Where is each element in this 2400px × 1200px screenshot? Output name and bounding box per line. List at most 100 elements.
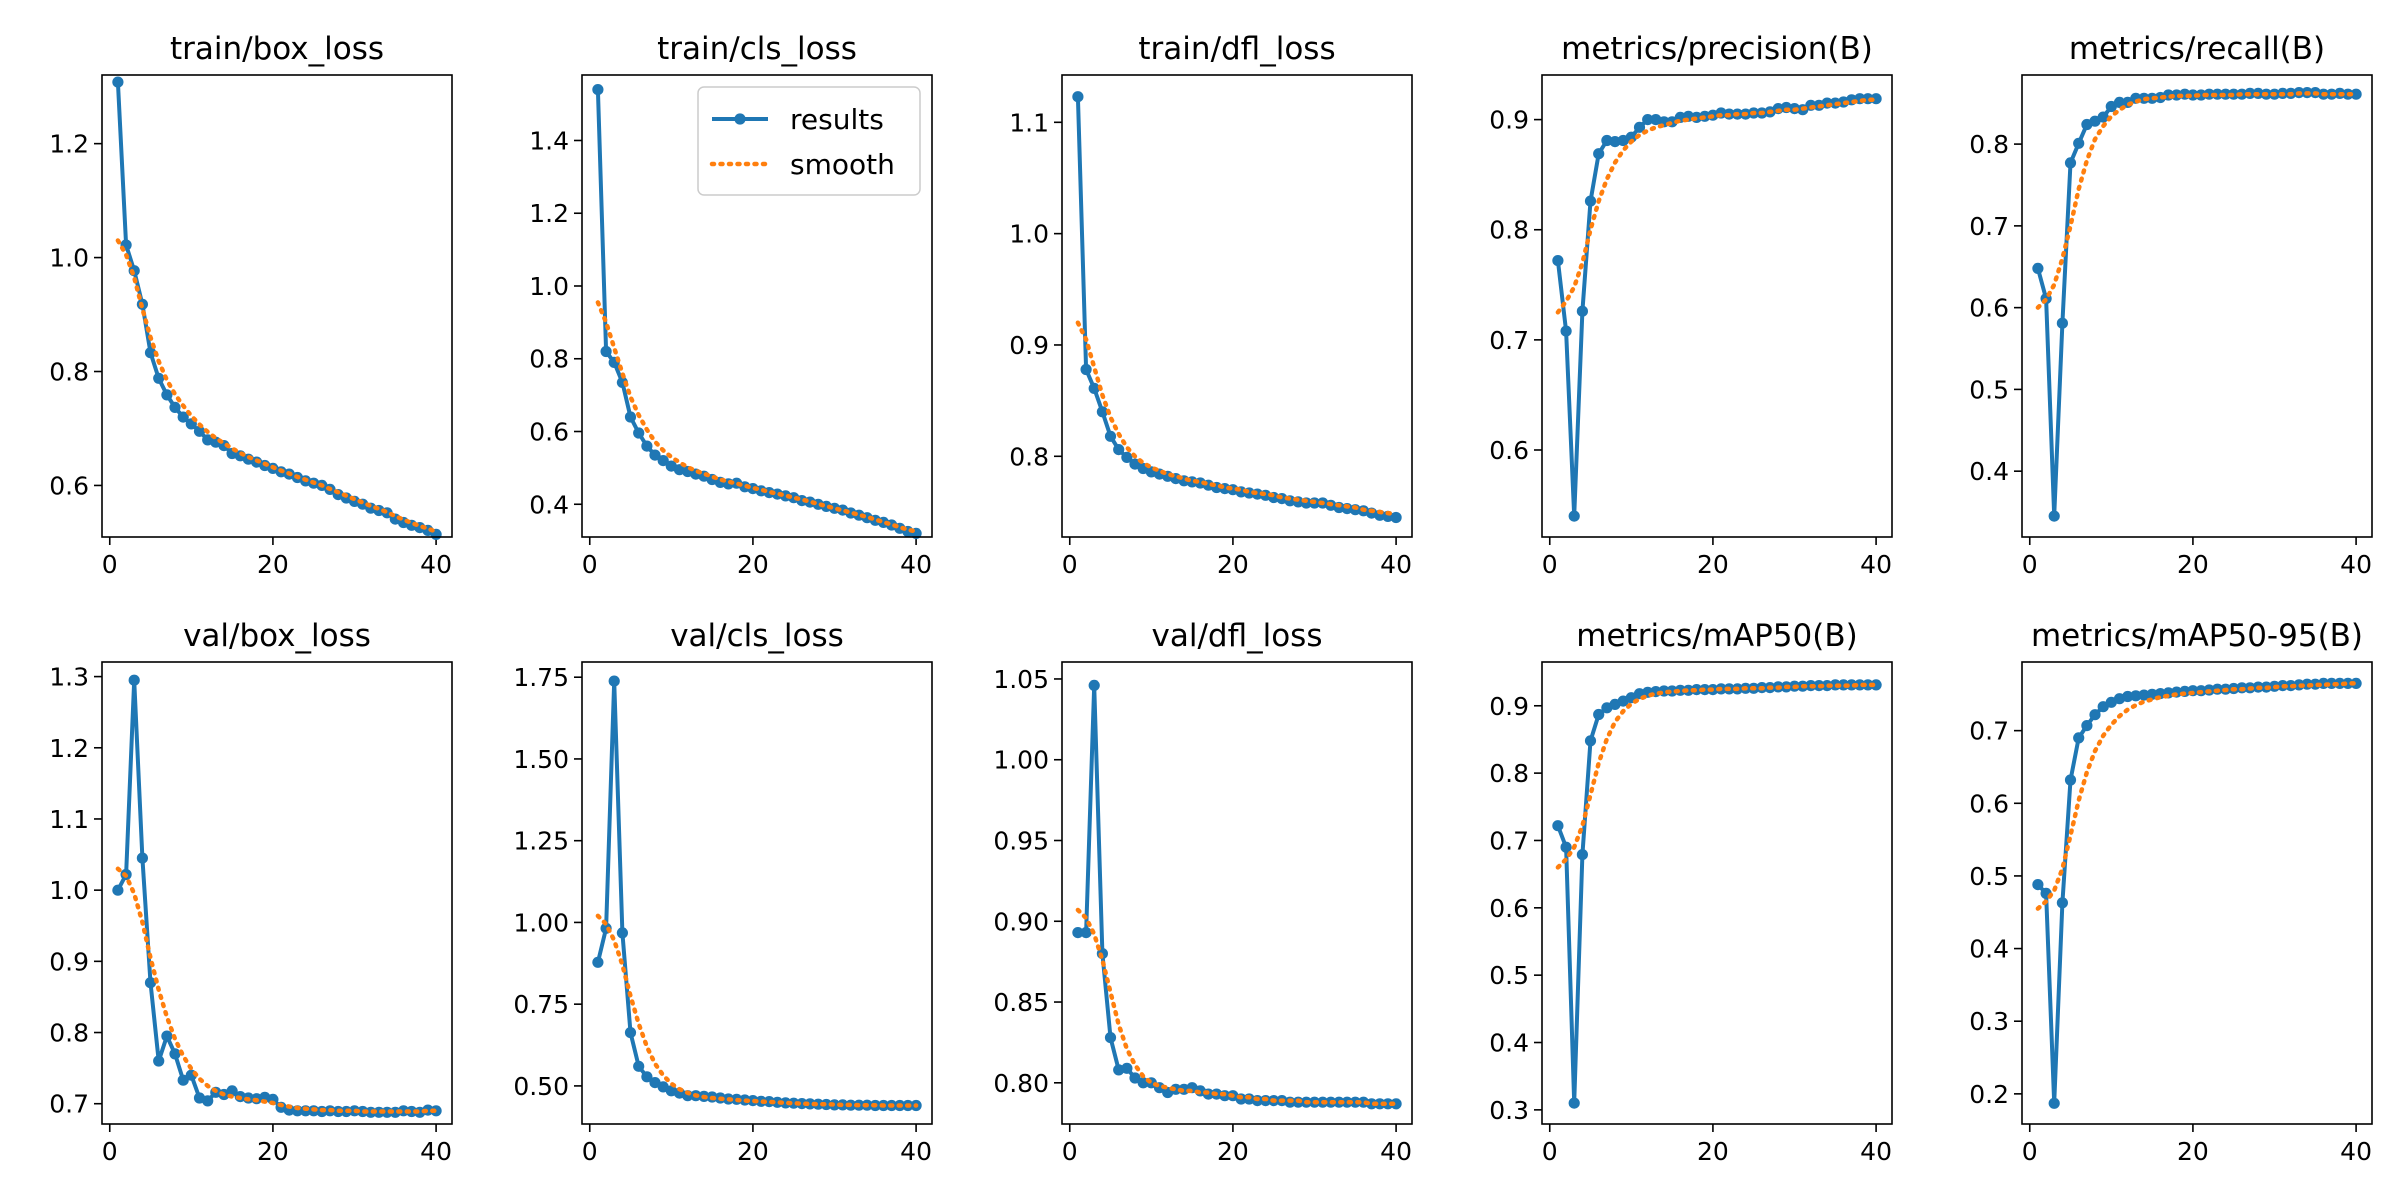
subplot-8: val/dfl_loss 0 20 40 0.80 0.85 0.90 0.95 1.00 1.0… [993,618,1413,1166]
x-tick-label: 40 [1860,550,1892,579]
results-point [169,401,181,413]
y-tick-label: 1.00 [513,908,569,937]
y-tick-label: 0.7 [49,1090,89,1119]
y-tick-label: 0.8 [1489,216,1529,245]
subplot-title: metrics/mAP50-95(B) [2031,618,2363,654]
results-point [202,1095,214,1107]
y-tick-label: 1.1 [1009,108,1049,137]
y-tick-label: 0.90 [993,907,1049,936]
results-point [1096,406,1108,418]
results-point [1854,679,1866,691]
results-point [169,1048,181,1060]
y-tick-label: 0.8 [1009,442,1049,471]
y-tick-label: 0.6 [1969,789,2009,818]
results-point [592,956,604,968]
results-point [1104,1032,1117,1044]
y-tick-label: 0.6 [49,471,89,500]
subplot-6: val/box_loss 0 20 40 0.7 0.8 0.9 1.0 1.1 1.2 1.3 [49,618,453,1166]
x-tick-label: 20 [1217,1137,1249,1166]
y-tick-label: 1.0 [49,244,89,273]
y-tick-label: 0.8 [49,1019,89,1048]
y-tick-label: 1.1 [49,805,89,834]
results-point [2146,688,2158,700]
results-point [2064,774,2077,786]
x-tick-label: 0 [2022,550,2038,579]
results-point [796,1098,808,1110]
results-point [2048,510,2060,522]
y-tick-label: 0.4 [1969,935,2009,964]
results-point [193,425,206,437]
results-point [1609,136,1621,148]
y-tick-label: 1.05 [993,665,1049,694]
y-tick-label: 0.9 [1009,331,1049,360]
axes-frame [2021,74,2373,538]
axes-frame [1061,661,1413,1125]
results-point [649,449,661,461]
x-tick-label: 0 [2022,1137,2038,1166]
results-point [633,427,645,439]
subplot-title: metrics/precision(B) [1561,31,1873,67]
results-point [1072,91,1084,103]
x-tick-label: 20 [737,550,769,579]
subplot-title: val/box_loss [183,618,371,654]
y-tick-label: 0.7 [1969,717,2009,746]
subplot-title: train/box_loss [170,31,384,67]
x-tick-label: 20 [257,550,289,579]
results-point [1088,382,1100,394]
x-tick-label: 0 [1542,550,1558,579]
legend-results-label: results [790,103,884,136]
results-point [153,372,165,384]
results-point [788,1097,800,1109]
subplot-title: train/dfl_loss [1138,31,1335,67]
x-tick-label: 40 [2340,550,2372,579]
results-point [649,1077,661,1089]
y-tick-label: 0.4 [529,490,569,519]
results-point [1560,325,1572,337]
results-point [1080,363,1092,376]
results-point [2073,137,2085,149]
results-point [112,884,124,896]
axes-frame [101,661,453,1125]
y-tick-label: 0.9 [1489,106,1529,135]
results-point [641,440,653,452]
y-tick-label: 0.75 [513,990,569,1019]
x-tick-label: 40 [1860,1137,1892,1166]
results-point [2122,690,2134,703]
results-point [226,1085,238,1097]
x-tick-label: 20 [1697,1137,1729,1166]
results-point [771,1096,784,1108]
axes-frame [1541,74,1893,538]
smooth-line [595,300,919,534]
y-tick-label: 1.50 [513,745,569,774]
results-point [2032,879,2044,891]
x-tick-label: 40 [1380,550,1412,579]
x-tick-label: 40 [1380,1137,1412,1166]
y-tick-label: 0.95 [993,827,1049,856]
y-tick-label: 1.3 [49,663,89,692]
x-tick-label: 20 [2177,550,2209,579]
results-point [592,84,604,96]
results-point [2064,157,2077,169]
y-tick-label: 1.25 [513,827,569,856]
results-point [2056,317,2068,329]
smooth-line [1075,907,1399,1107]
axes-frame [101,74,453,538]
y-tick-label: 0.5 [1969,375,2009,404]
results-point [1121,451,1133,463]
results-point [2089,709,2101,721]
axes-frame [581,661,933,1125]
y-tick-label: 1.4 [529,126,569,155]
y-tick-label: 1.0 [49,876,89,905]
smooth-line [1555,682,1879,870]
results-point [1121,1062,1133,1074]
results-point [2113,96,2126,108]
y-tick-label: 0.2 [1969,1080,2009,1109]
subplot-4: metrics/precision(B) 0 20 40 0.6 0.7 0.8 0.9 [1489,31,1893,579]
results-point [2081,720,2093,732]
subplot-7: val/cls_loss 0 20 40 0.50 0.75 1.00 1.25 1.50 1.7… [513,618,933,1166]
results-point [804,1098,816,1110]
results-point [633,1060,645,1072]
results-point [1633,121,1646,133]
axes-frame [1061,74,1413,538]
